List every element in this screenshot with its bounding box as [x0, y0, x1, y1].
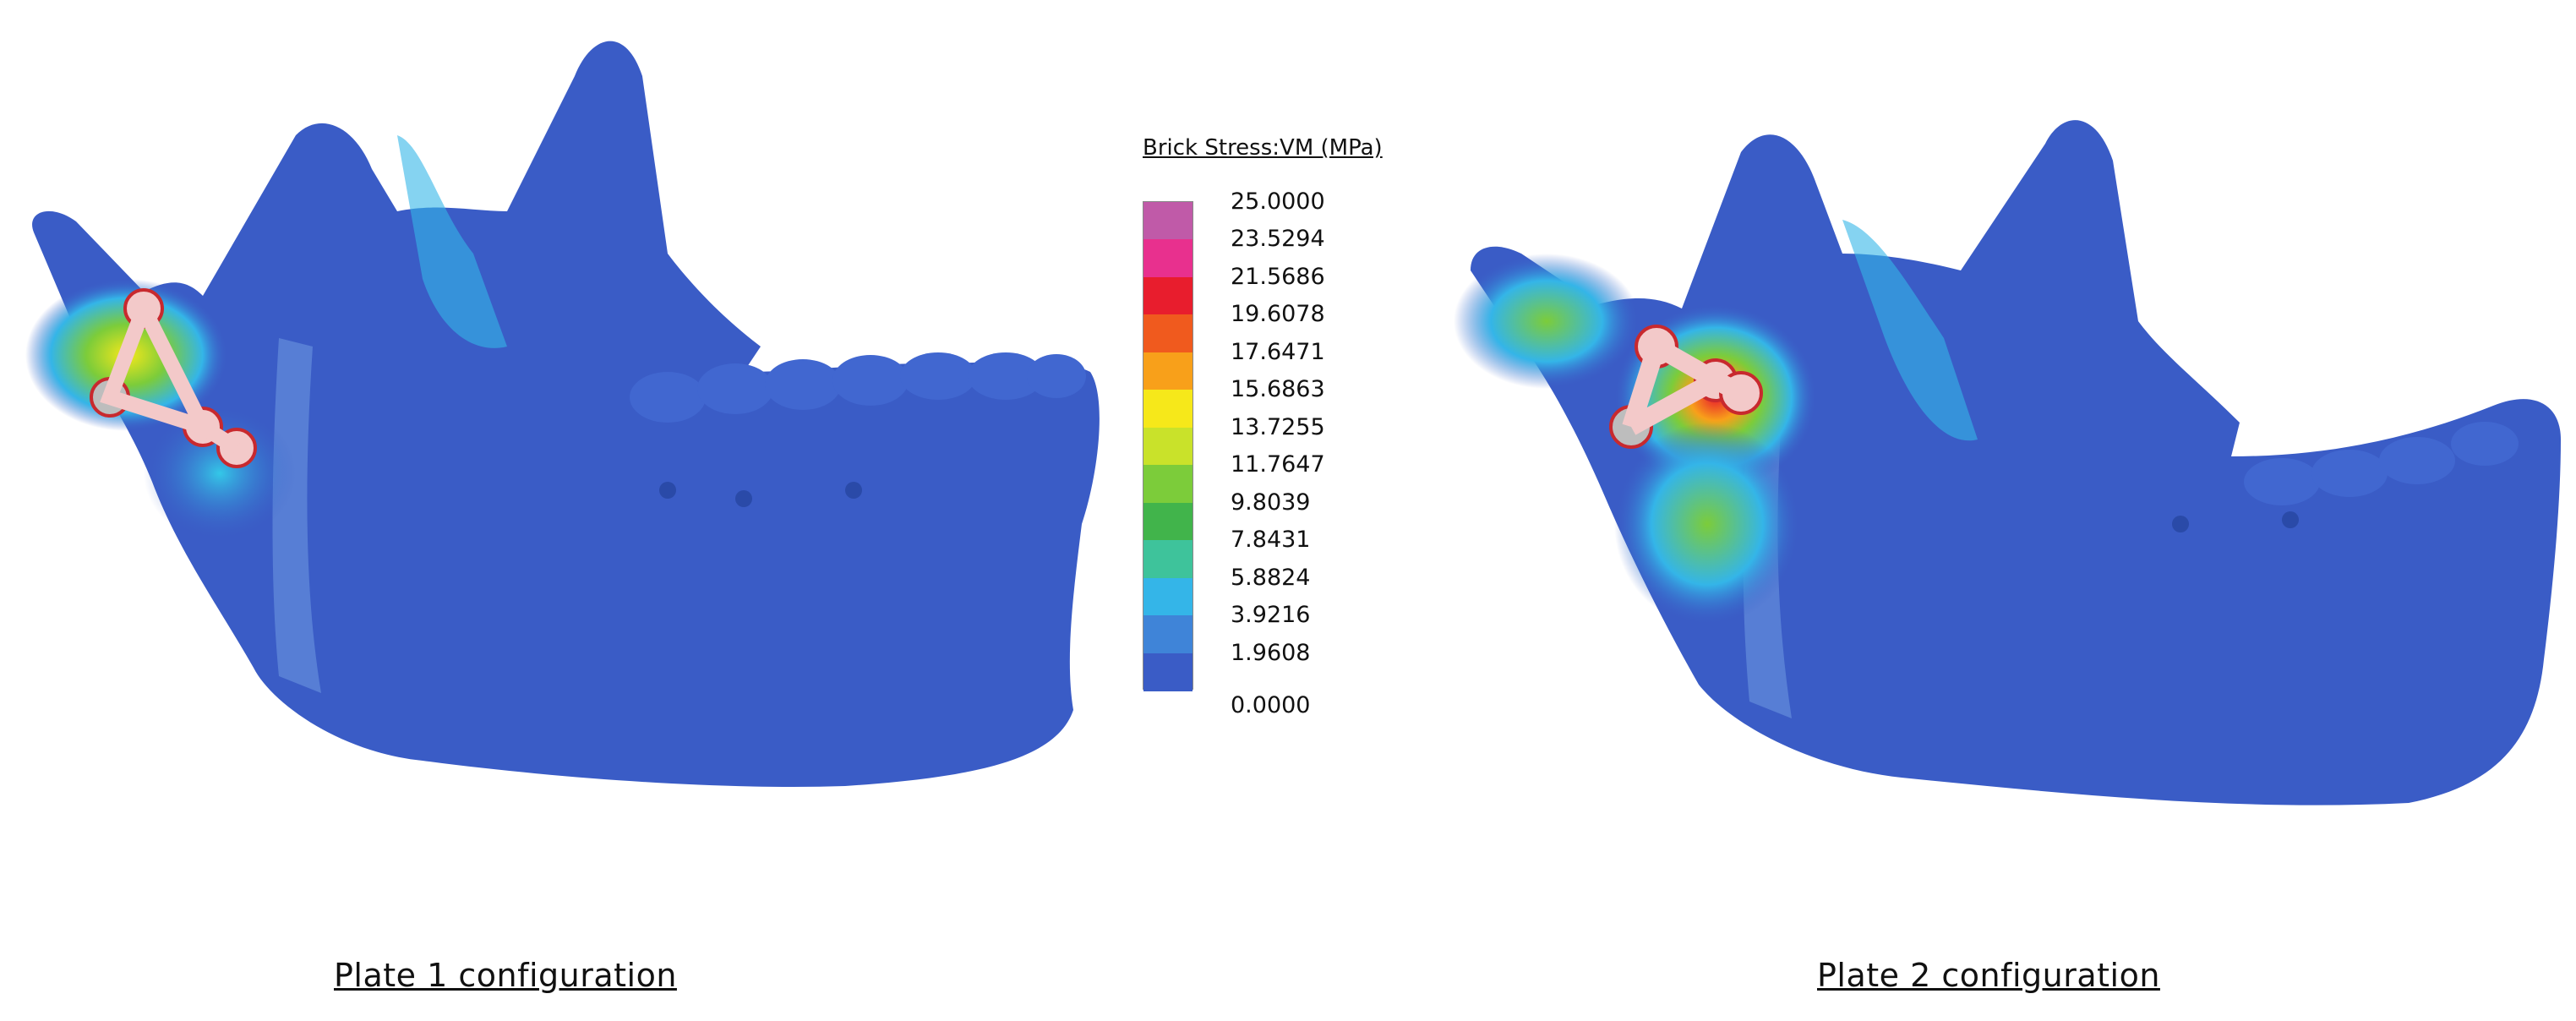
mandible-plate-1 — [0, 0, 1116, 845]
legend-swatch — [1143, 652, 1192, 691]
legend-swatch — [1143, 577, 1192, 617]
legend-tick-label: 9.8039 — [1231, 489, 1311, 516]
legend-tick-label: 21.5686 — [1231, 263, 1325, 290]
legend-swatch — [1143, 202, 1192, 241]
legend-swatch — [1143, 239, 1192, 278]
legend-title: Brick Stress:VM (MPa) — [1143, 135, 1383, 161]
legend-swatch — [1143, 390, 1192, 429]
legend-swatch — [1143, 427, 1192, 467]
legend-swatch — [1143, 615, 1192, 654]
legend-swatch — [1143, 352, 1192, 391]
legend-tick-label: 19.6078 — [1231, 301, 1325, 328]
stress-legend: Brick Stress:VM (MPa) 25.0000 23.5294 21.5… — [1132, 135, 1445, 727]
fixation-plate-2 — [1609, 325, 1763, 449]
legend-tick-label: 1.9608 — [1231, 639, 1311, 666]
legend-tick-label: 11.7647 — [1231, 451, 1325, 478]
legend-tick-label: 25.0000 — [1231, 188, 1325, 215]
caption-plate-2: Plate 2 configuration — [1817, 957, 2160, 994]
legend-swatch — [1143, 502, 1192, 542]
legend-tick-label: 13.7255 — [1231, 413, 1325, 440]
caption-plate-1: Plate 1 configuration — [334, 957, 677, 994]
legend-swatch — [1143, 276, 1192, 316]
mandible-plate-1-figure — [25, 41, 1100, 787]
mandible-body — [1471, 120, 2561, 805]
legend-tick-label: 23.5294 — [1231, 226, 1325, 253]
legend-tick-label: 3.9216 — [1231, 602, 1311, 629]
legend-swatch — [1143, 314, 1192, 353]
legend-tick-label: 5.8824 — [1231, 564, 1311, 591]
legend-tick-label: 15.6863 — [1231, 376, 1325, 403]
fixation-plate-1 — [90, 288, 257, 468]
legend-swatch — [1143, 465, 1192, 504]
legend-tick-label: 0.0000 — [1231, 692, 1311, 718]
mandible-plate-2 — [1437, 0, 2576, 845]
legend-swatch — [1143, 540, 1192, 579]
legend-tick-label: 17.6471 — [1231, 338, 1325, 365]
mandible-plate-2-figure — [1454, 120, 2561, 805]
legend-color-bar — [1143, 201, 1193, 691]
legend-tick-label: 7.8431 — [1231, 527, 1311, 554]
